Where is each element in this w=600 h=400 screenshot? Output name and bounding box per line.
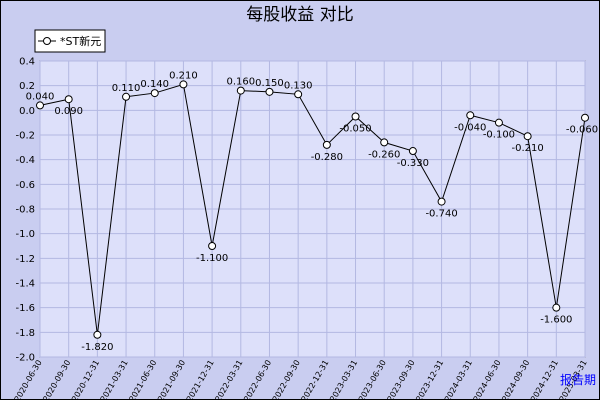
y-tick-label: 0.4 — [19, 57, 35, 68]
data-label: 0.130 — [284, 80, 313, 91]
data-point — [236, 86, 245, 95]
legend-series-name: *ST新元 — [60, 34, 101, 48]
y-tick-label: -1.8 — [15, 328, 35, 339]
data-label: 0.090 — [54, 106, 83, 117]
y-tick-label: -0.2 — [15, 131, 35, 142]
y-tick-label: -0.8 — [15, 205, 35, 216]
y-tick-label: 0.2 — [19, 81, 35, 92]
data-label: 0.040 — [26, 91, 55, 102]
data-point — [466, 111, 475, 120]
data-label: -1.820 — [81, 342, 113, 353]
data-point — [552, 303, 561, 312]
x-tick-label: 2023-12-31 — [414, 359, 445, 400]
legend: *ST新元 — [34, 29, 106, 53]
x-tick-label: 2024-12-31 — [529, 359, 560, 400]
legend-marker-icon — [43, 37, 51, 45]
x-tick-label: 2023-03-31 — [328, 359, 359, 400]
x-tick-label: 2021-09-30 — [156, 359, 187, 400]
y-tick-label: -1.2 — [15, 254, 35, 265]
data-label: 0.210 — [169, 70, 198, 81]
x-tick-label: 2020-06-30 — [13, 359, 44, 400]
data-point — [380, 138, 389, 147]
x-axis-ticks: 2020-06-302020-09-302020-12-312021-03-31… — [13, 359, 589, 400]
data-point — [523, 132, 532, 141]
x-tick-label: 2023-09-30 — [386, 359, 417, 400]
y-tick-label: -1.4 — [15, 279, 35, 290]
x-tick-label: 2024-09-30 — [500, 359, 531, 400]
x-tick-label: 2023-06-30 — [357, 359, 388, 400]
data-label: -0.050 — [339, 124, 371, 135]
data-point — [408, 147, 417, 156]
data-label: 0.150 — [255, 78, 284, 89]
grid-lines — [39, 60, 586, 358]
data-label: -0.330 — [397, 158, 429, 169]
x-tick-label: 2020-12-31 — [70, 359, 101, 400]
y-tick-label: -2.0 — [15, 353, 35, 364]
data-points — [36, 80, 589, 339]
data-point — [208, 242, 217, 250]
x-tick-label: 2024-03-31 — [443, 359, 474, 400]
x-tick-label: 2021-06-30 — [127, 359, 158, 400]
x-axis-name: 报告期 — [560, 372, 596, 387]
data-point — [179, 80, 188, 89]
data-point — [122, 92, 131, 101]
y-axis-ticks: 0.4 0.2 0.0 -0.2 -0.4 -0.6 -0.8 -1.0 -1.2 -1.4 -1.… — [15, 57, 35, 364]
data-point — [494, 118, 503, 127]
y-tick-label: -0.6 — [15, 180, 35, 191]
data-label: -0.280 — [311, 152, 343, 163]
data-label: -0.210 — [512, 143, 544, 154]
data-point — [93, 330, 102, 339]
data-label: -1.600 — [540, 315, 572, 326]
x-tick-label: 2022-09-30 — [271, 359, 302, 400]
data-point — [351, 112, 360, 121]
data-point — [150, 89, 159, 98]
data-point — [265, 87, 274, 96]
x-tick-label: 2022-12-31 — [300, 359, 331, 400]
data-point — [36, 101, 44, 110]
data-point — [581, 113, 589, 122]
data-label: -0.740 — [425, 209, 457, 220]
data-label: -0.260 — [368, 149, 400, 160]
x-tick-label: 2021-03-31 — [99, 359, 130, 400]
legend-box — [34, 29, 106, 53]
x-tick-label: 2022-03-31 — [213, 359, 244, 400]
data-point — [64, 95, 73, 104]
x-tick-label: 2024-06-30 — [472, 359, 503, 400]
y-tick-label: -1.6 — [15, 303, 35, 314]
data-label: -0.100 — [483, 130, 515, 141]
y-tick-label: -0.4 — [15, 155, 35, 166]
data-point — [294, 90, 303, 99]
data-label: 0.140 — [140, 79, 169, 90]
data-point — [437, 197, 446, 206]
data-label: -0.060 — [566, 125, 598, 136]
data-label: -1.100 — [196, 253, 228, 264]
data-label: 0.110 — [112, 83, 141, 94]
y-tick-label: 0.0 — [19, 106, 35, 117]
y-tick-label: -1.0 — [15, 229, 35, 240]
data-label: 0.160 — [226, 77, 255, 88]
chart-title: 每股收益 对比 — [246, 5, 353, 25]
x-tick-label: 2022-06-30 — [242, 359, 273, 400]
x-tick-label: 2021-12-31 — [185, 359, 216, 400]
series-line — [39, 83, 586, 335]
x-tick-label: 2020-09-30 — [41, 359, 72, 400]
data-point — [322, 140, 331, 149]
data-label: -0.040 — [454, 122, 486, 133]
